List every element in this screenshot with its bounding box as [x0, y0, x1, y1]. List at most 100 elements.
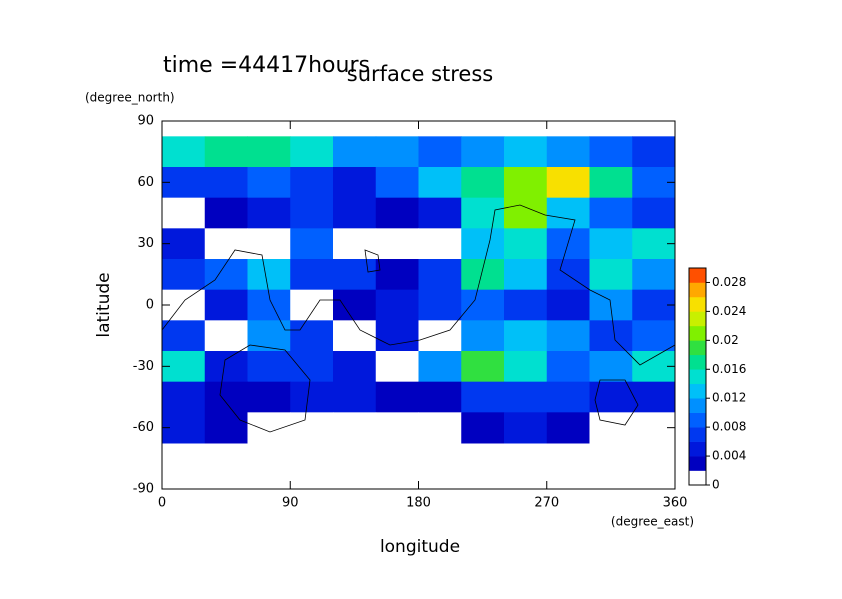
cell: [461, 197, 505, 229]
cell: [204, 259, 248, 291]
cell: [247, 351, 291, 383]
cell: [204, 136, 248, 168]
cell: [504, 228, 548, 260]
cell: [461, 412, 505, 444]
y-tick-label: -90: [133, 482, 154, 497]
cell: [290, 381, 334, 413]
cell: [204, 167, 248, 199]
cell: [204, 381, 248, 413]
colorbar-swatch: [689, 427, 706, 442]
colorbar-tick-label: 0.008: [712, 420, 746, 434]
y-tick-label: 60: [137, 175, 154, 190]
cell: [333, 167, 377, 199]
colorbar-tick-label: 0.016: [712, 362, 746, 376]
x-axis-label: longitude: [380, 537, 460, 557]
cell: [504, 351, 548, 383]
y-tick-label: 0: [146, 298, 154, 313]
cell: [632, 381, 676, 413]
y-unit: (degree_north): [85, 91, 175, 105]
cell: [375, 167, 419, 199]
cell: [375, 412, 419, 444]
cell: [504, 167, 548, 199]
colorbar-swatch: [689, 470, 706, 486]
cell: [504, 136, 548, 168]
cell: [589, 167, 633, 199]
field: [162, 136, 676, 444]
cell: [375, 381, 419, 413]
cell: [504, 259, 548, 291]
cell: [632, 136, 676, 168]
cell: [418, 136, 462, 168]
cell: [589, 136, 633, 168]
colorbar-swatch: [689, 456, 706, 471]
cell: [204, 320, 248, 352]
colorbar-swatch: [689, 441, 706, 457]
cell: [333, 228, 377, 260]
cell: [461, 320, 505, 352]
cell: [162, 320, 206, 352]
colorbar-swatch: [689, 296, 706, 312]
cell: [333, 412, 377, 444]
cell: [247, 228, 291, 260]
x-unit: (degree_east): [611, 515, 694, 529]
cell: [290, 320, 334, 352]
cell: [418, 228, 462, 260]
cell: [461, 259, 505, 291]
chart-title: surface stress: [347, 62, 493, 86]
cell: [162, 259, 206, 291]
cell: [461, 167, 505, 199]
colorbar-tick-label: 0.012: [712, 391, 746, 405]
y-tick-label: 90: [137, 114, 154, 129]
cell: [546, 381, 590, 413]
cell: [461, 351, 505, 383]
cell: [375, 289, 419, 321]
cell: [504, 320, 548, 352]
cell: [333, 197, 377, 229]
cell: [461, 136, 505, 168]
cell: [375, 197, 419, 229]
colorbar-swatch: [689, 383, 706, 399]
cell: [290, 228, 334, 260]
cell: [333, 351, 377, 383]
cell: [632, 259, 676, 291]
cell: [375, 320, 419, 352]
cell: [204, 289, 248, 321]
cell: [589, 289, 633, 321]
cell: [546, 197, 590, 229]
cell: [290, 259, 334, 291]
cell: [589, 228, 633, 260]
cell: [162, 197, 206, 229]
cell: [247, 259, 291, 291]
cell: [204, 197, 248, 229]
colorbar: 0 0.004 0.008 0.012 0.016 0.02 0.024 0.028: [688, 267, 746, 492]
cell: [546, 412, 590, 444]
x-tick-label: 0: [158, 496, 166, 511]
cell: [375, 259, 419, 291]
colorbar-frame: [688, 267, 707, 486]
cell: [418, 320, 462, 352]
cell: [589, 197, 633, 229]
cell: [546, 136, 590, 168]
cell: [461, 228, 505, 260]
cell: [162, 136, 206, 168]
cell: [247, 167, 291, 199]
cell: [418, 289, 462, 321]
cell: [461, 381, 505, 413]
cell: [589, 259, 633, 291]
colorbar-tick-label: 0.024: [712, 304, 746, 318]
cell: [290, 197, 334, 229]
cell: [333, 320, 377, 352]
cell: [247, 136, 291, 168]
cell: [589, 320, 633, 352]
y-tick-label: 30: [137, 236, 154, 251]
cell: [375, 228, 419, 260]
colorbar-tick-label: 0: [712, 478, 720, 492]
cell: [290, 136, 334, 168]
cell: [247, 197, 291, 229]
cell: [290, 351, 334, 383]
cell: [375, 351, 419, 383]
cell: [333, 136, 377, 168]
cell: [504, 289, 548, 321]
colorbar-swatch: [689, 282, 706, 298]
cell: [290, 412, 334, 444]
